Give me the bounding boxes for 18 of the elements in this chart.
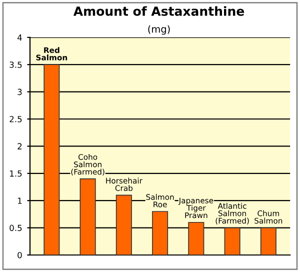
chart-subtitle: (mg) [148,25,170,35]
bar [116,194,132,255]
chart-title: Amount of Astaxanthine [73,6,244,16]
bar [152,211,168,255]
y-tick-label: 1 [18,198,22,204]
y-tick-label: 2.5 [10,116,22,122]
y-tick-label: 3 [18,88,22,96]
y-tick-label: 3.5 [10,62,22,68]
bar [44,64,60,255]
bar [80,178,96,255]
bar [224,227,240,255]
y-tick-label: 1.5 [10,170,22,177]
bar [260,227,276,255]
y-tick-label: 4 [17,34,22,41]
y-tick-label: 0.5 [10,224,22,232]
y-tick-label: 0 [18,252,22,258]
bar [188,222,204,255]
y-tick-label: 2 [18,143,22,150]
